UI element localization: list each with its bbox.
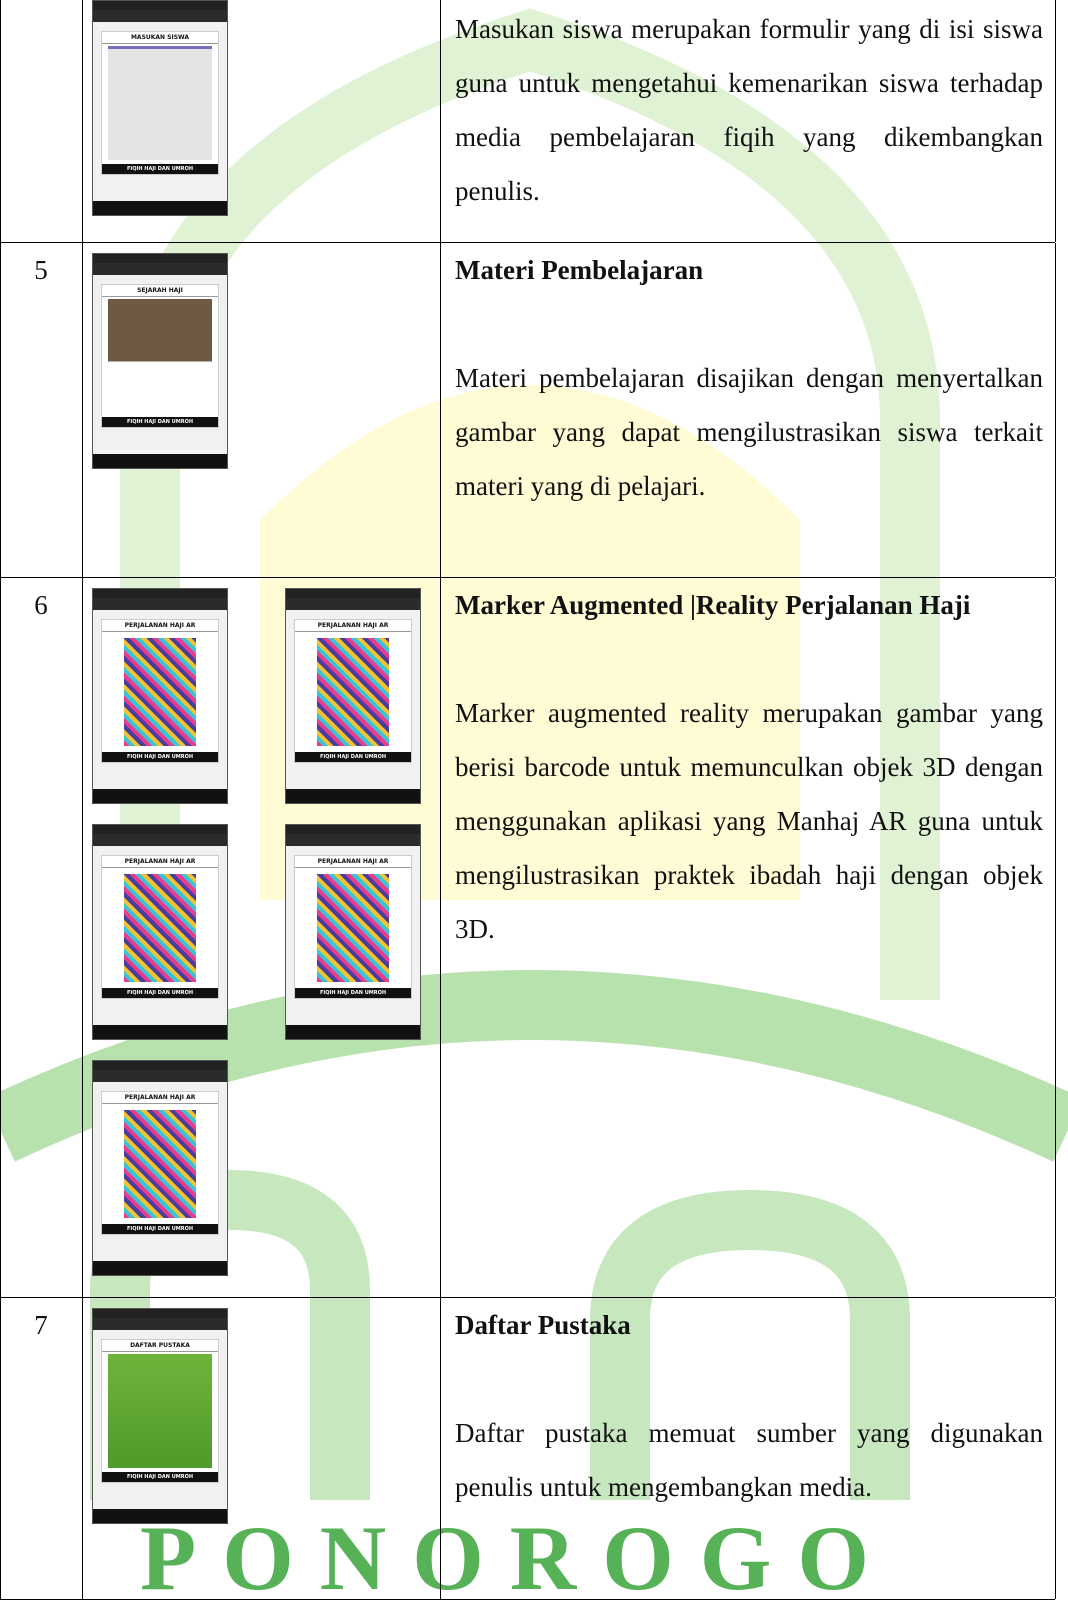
description: Marker Augmented |Reality Perjalanan Haj… bbox=[455, 578, 1043, 956]
address-bar bbox=[93, 834, 227, 846]
cell-border bbox=[82, 0, 83, 242]
heading: Marker Augmented |Reality Perjalanan Haj… bbox=[455, 590, 971, 620]
nav-bar bbox=[93, 789, 227, 803]
nav-bar bbox=[93, 454, 227, 468]
address-bar bbox=[93, 263, 227, 275]
screen-header: PERJALANAN HAJI AR bbox=[295, 856, 411, 868]
cell-border bbox=[82, 243, 83, 577]
table-row: Masukan siswa merupakan formulir yang di… bbox=[0, 0, 1056, 243]
screen-content bbox=[108, 299, 212, 413]
screen-content bbox=[124, 874, 196, 982]
screen-header: MASUKAN SISWA bbox=[102, 32, 218, 44]
address-bar bbox=[286, 834, 420, 846]
screen-content bbox=[108, 46, 212, 160]
nav-bar bbox=[286, 1025, 420, 1039]
screen-header: PERJALANAN HAJI AR bbox=[102, 856, 218, 868]
status-bar bbox=[93, 589, 227, 598]
paragraph: Marker augmented reality merupakan gamba… bbox=[455, 698, 1043, 944]
screen-footer: FIQIH HAJI DAN UMROH bbox=[102, 988, 218, 998]
cell-border bbox=[1055, 1298, 1056, 1599]
screen-page: DAFTAR PUSTAKA FIQIH HAJI DAN UMROH bbox=[101, 1339, 219, 1483]
screen-content bbox=[124, 1110, 196, 1218]
cell-border bbox=[82, 1298, 83, 1599]
screen-page: PERJALANAN HAJI AR FIQIH HAJI DAN UMROH bbox=[294, 619, 412, 763]
screen-content bbox=[124, 638, 196, 746]
status-bar bbox=[93, 254, 227, 263]
description: Masukan siswa merupakan formulir yang di… bbox=[455, 2, 1043, 218]
table-row: 6 Marker Augmented |Reality Perjalanan Ha… bbox=[0, 578, 1056, 1298]
status-bar bbox=[93, 1, 227, 10]
screen-footer: FIQIH HAJI DAN UMROH bbox=[102, 164, 218, 174]
cell-border bbox=[440, 578, 441, 1297]
screen-header: PERJALANAN HAJI AR bbox=[102, 620, 218, 632]
screen-footer: FIQIH HAJI DAN UMROH bbox=[295, 988, 411, 998]
screen-page: PERJALANAN HAJI AR FIQIH HAJI DAN UMROH bbox=[101, 1091, 219, 1235]
screen-footer: FIQIH HAJI DAN UMROH bbox=[102, 752, 218, 762]
screenshot: PERJALANAN HAJI AR FIQIH HAJI DAN UMROH bbox=[92, 588, 228, 804]
row-number: 7 bbox=[34, 1310, 48, 1340]
cell-border bbox=[440, 0, 441, 242]
screenshot: PERJALANAN HAJI AR FIQIH HAJI DAN UMROH bbox=[285, 824, 421, 1040]
nav-bar bbox=[93, 201, 227, 215]
cell-border bbox=[1055, 243, 1056, 577]
nav-bar bbox=[93, 1025, 227, 1039]
screen-header: SEJARAH HAJI bbox=[102, 285, 218, 297]
screen-page: PERJALANAN HAJI AR FIQIH HAJI DAN UMROH bbox=[101, 619, 219, 763]
cell-border bbox=[1055, 578, 1056, 1297]
table-row: 7 Daftar Pustaka Daftar pustaka memuat sum… bbox=[0, 1298, 1056, 1600]
screenshot: PERJALANAN HAJI AR FIQIH HAJI DAN UMROH bbox=[92, 824, 228, 1040]
screen-footer: FIQIH HAJI DAN UMROH bbox=[295, 752, 411, 762]
cell-border bbox=[440, 1298, 441, 1599]
screen-page: PERJALANAN HAJI AR FIQIH HAJI DAN UMROH bbox=[294, 855, 412, 999]
screenshot: SEJARAH HAJI FIQIH HAJI DAN UMROH bbox=[92, 253, 228, 469]
description: Daftar Pustaka Daftar pustaka memuat sumb… bbox=[455, 1298, 1043, 1514]
screen-content bbox=[108, 1354, 212, 1468]
nav-bar bbox=[93, 1509, 227, 1523]
screen-content bbox=[317, 874, 389, 982]
status-bar bbox=[93, 1061, 227, 1070]
cell-border bbox=[0, 0, 1, 242]
status-bar bbox=[286, 589, 420, 598]
paragraph: Daftar pustaka memuat sumber yang diguna… bbox=[455, 1418, 1043, 1502]
address-bar bbox=[93, 1318, 227, 1330]
address-bar bbox=[93, 10, 227, 22]
screen-page: SEJARAH HAJI FIQIH HAJI DAN UMROH bbox=[101, 284, 219, 428]
status-bar bbox=[93, 825, 227, 834]
address-bar bbox=[93, 1070, 227, 1082]
address-bar bbox=[93, 598, 227, 610]
cell-border bbox=[0, 1298, 1, 1599]
screen-header: PERJALANAN HAJI AR bbox=[295, 620, 411, 632]
row-number: 5 bbox=[34, 255, 48, 285]
screen-footer: FIQIH HAJI DAN UMROH bbox=[102, 417, 218, 427]
table-row: 5 Materi Pembelajaran Materi pembelajaran … bbox=[0, 243, 1056, 578]
screen-header: DAFTAR PUSTAKA bbox=[102, 1340, 218, 1352]
paragraph: Masukan siswa merupakan formulir yang di… bbox=[455, 14, 1043, 206]
nav-bar bbox=[286, 789, 420, 803]
cell-border bbox=[0, 243, 1, 577]
cell-border bbox=[0, 578, 1, 1297]
status-bar bbox=[286, 825, 420, 834]
description: Materi Pembelajaran Materi pembelajaran d… bbox=[455, 243, 1043, 513]
cell-border bbox=[82, 578, 83, 1297]
paragraph: Materi pembelajaran disajikan dengan men… bbox=[455, 363, 1043, 501]
cell-border bbox=[440, 243, 441, 577]
screenshot: DAFTAR PUSTAKA FIQIH HAJI DAN UMROH bbox=[92, 1308, 228, 1524]
address-bar bbox=[286, 598, 420, 610]
screen-header: PERJALANAN HAJI AR bbox=[102, 1092, 218, 1104]
heading: Materi Pembelajaran bbox=[455, 255, 704, 285]
status-bar bbox=[93, 1309, 227, 1318]
row-number: 6 bbox=[34, 590, 48, 620]
screen-page: PERJALANAN HAJI AR FIQIH HAJI DAN UMROH bbox=[101, 855, 219, 999]
screen-content bbox=[317, 638, 389, 746]
cell-border bbox=[1055, 0, 1056, 242]
screenshot: MASUKAN SISWA FIQIH HAJI DAN UMROH bbox=[92, 0, 228, 216]
screen-page: MASUKAN SISWA FIQIH HAJI DAN UMROH bbox=[101, 31, 219, 175]
screenshot: PERJALANAN HAJI AR FIQIH HAJI DAN UMROH bbox=[92, 1060, 228, 1276]
heading: Daftar Pustaka bbox=[455, 1310, 631, 1340]
screen-footer: FIQIH HAJI DAN UMROH bbox=[102, 1472, 218, 1482]
screenshot: PERJALANAN HAJI AR FIQIH HAJI DAN UMROH bbox=[285, 588, 421, 804]
nav-bar bbox=[93, 1261, 227, 1275]
screen-footer: FIQIH HAJI DAN UMROH bbox=[102, 1224, 218, 1234]
